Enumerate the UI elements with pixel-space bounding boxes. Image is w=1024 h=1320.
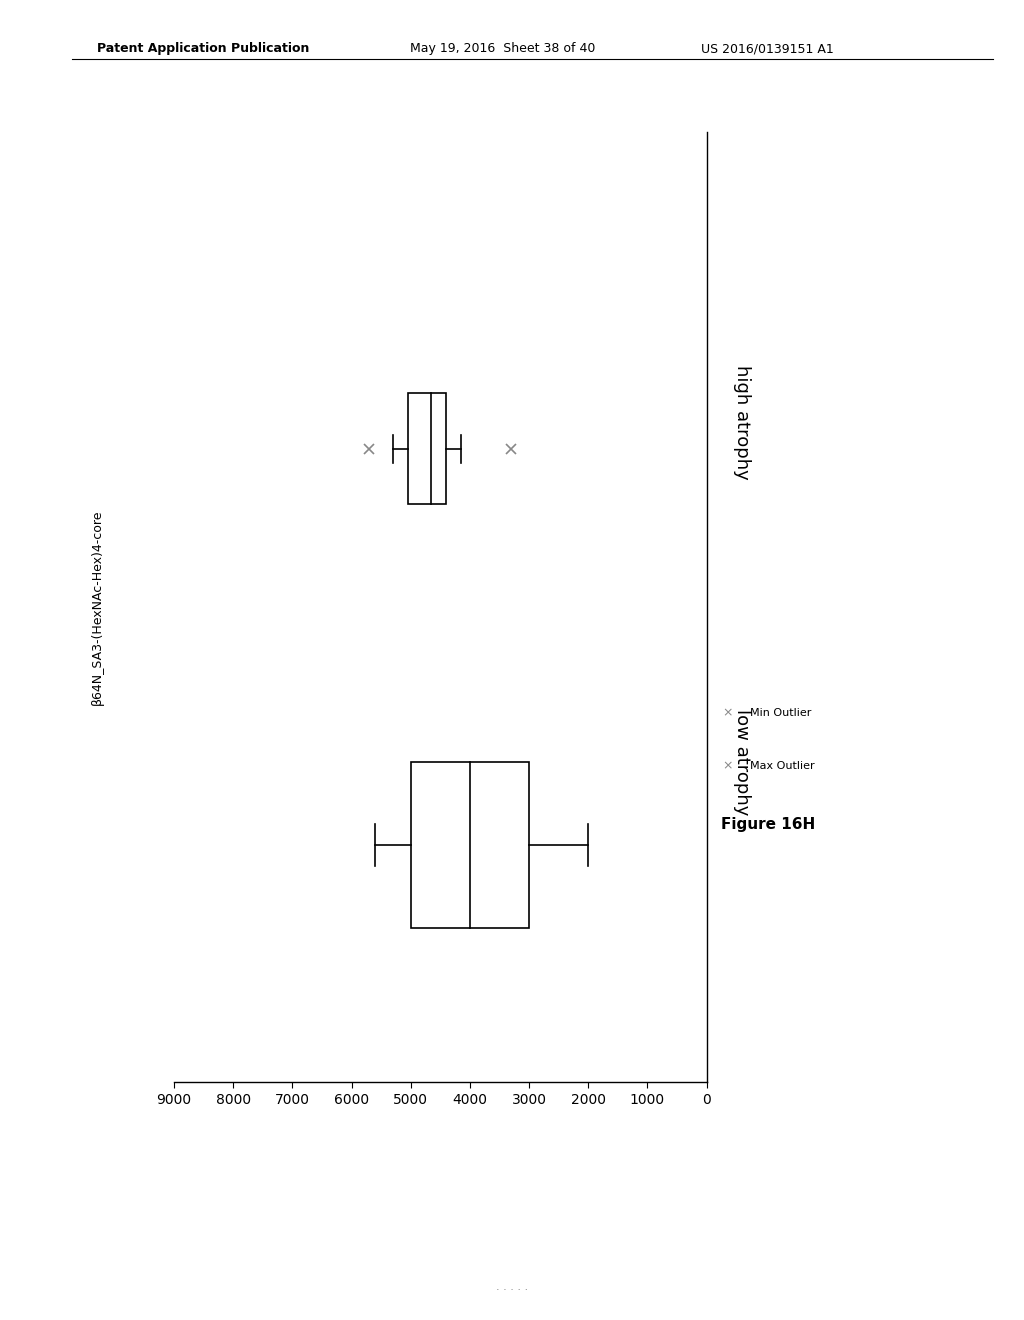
Text: Max Outlier: Max Outlier [750, 760, 814, 771]
Text: ×: × [722, 759, 732, 772]
Text: ×: × [722, 706, 732, 719]
Text: low atrophy: low atrophy [733, 709, 752, 816]
Text: . . . . .: . . . . . [496, 1282, 528, 1292]
Text: US 2016/0139151 A1: US 2016/0139151 A1 [701, 42, 835, 55]
Text: Min Outlier: Min Outlier [750, 708, 811, 718]
Text: Patent Application Publication: Patent Application Publication [97, 42, 309, 55]
Bar [411, 762, 529, 928]
Bar [408, 393, 446, 504]
Text: Figure 16H: Figure 16H [721, 817, 815, 833]
Text: β64N_SA3-(HexNAc-Hex)4-core: β64N_SA3-(HexNAc-Hex)4-core [91, 510, 103, 705]
Text: high atrophy: high atrophy [733, 366, 752, 480]
Text: May 19, 2016  Sheet 38 of 40: May 19, 2016 Sheet 38 of 40 [410, 42, 595, 55]
